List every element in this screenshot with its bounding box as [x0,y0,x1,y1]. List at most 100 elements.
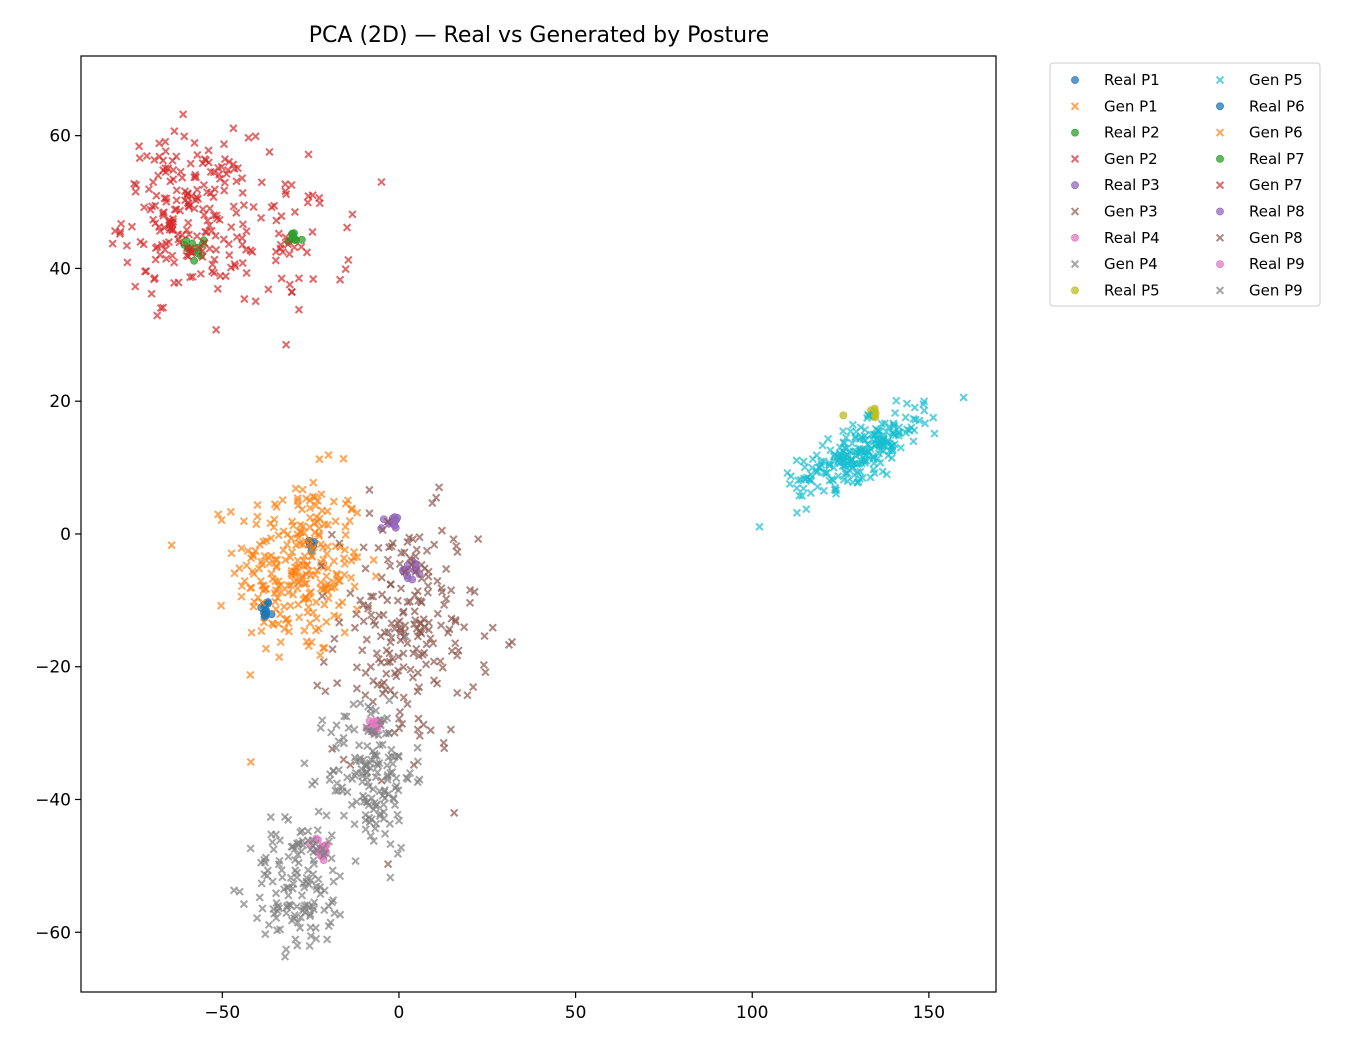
y-tick-label: 60 [49,127,71,147]
data-point [857,456,866,465]
data-point [394,751,403,760]
data-point [856,447,865,456]
data-point [451,617,460,626]
legend-item: Real P7 [1216,150,1305,168]
data-point [324,594,333,603]
data-point [403,775,412,784]
data-point [797,491,807,500]
data-point [882,470,891,479]
data-point [210,255,219,264]
data-point [268,877,277,886]
data-point [327,530,336,539]
data-point [792,483,801,493]
data-point [247,583,256,592]
data-point [283,240,293,249]
data-point [259,586,268,595]
data-point [303,561,312,570]
data-point [312,614,321,623]
data-point [384,627,393,637]
data-point [415,533,424,542]
legend-label: Gen P6 [1249,124,1303,142]
data-point [296,528,305,537]
data-point [306,910,315,919]
data-point [331,743,341,752]
data-point [212,245,221,254]
data-point [848,420,857,429]
data-point [302,494,311,503]
data-point [224,157,234,166]
data-point [323,935,332,944]
legend-item: Real P5 [1071,281,1160,299]
data-point [272,216,281,225]
data-point [179,110,188,119]
data-point [135,153,144,163]
legend-label: Real P8 [1249,203,1305,221]
legend-label: Real P4 [1104,229,1160,247]
data-point [246,246,255,255]
x-tick-label: 50 [565,1003,587,1023]
legend-item: Real P3 [1071,176,1160,194]
legend-marker [1215,181,1225,190]
data-point [892,396,901,405]
data-point [316,651,325,660]
data-point [850,470,859,480]
data-point [806,488,815,498]
data-point [379,807,388,817]
data-point [395,707,405,717]
data-point [298,485,307,494]
data-point [264,920,274,929]
data-point [371,824,380,833]
data-point [470,587,479,596]
data-point [191,170,200,179]
data-point [329,557,339,566]
data-point [824,434,833,444]
data-point [412,545,421,554]
data-point [303,608,312,617]
data-point [176,167,185,176]
data-point [350,753,359,762]
data-point [312,934,321,943]
data-point [269,620,278,630]
data-point [334,601,344,610]
data-point [131,180,141,190]
data-point [158,156,168,165]
data-point [290,207,300,217]
data-point [273,926,282,935]
data-point [260,858,270,867]
data-point [395,559,405,569]
data-point [392,672,401,681]
chart-title: PCA (2D) — Real vs Generated by Posture [309,23,769,48]
data-point [257,178,266,187]
data-point [279,546,288,555]
data-point [226,263,236,272]
data-point [280,624,289,634]
data-point [284,883,293,892]
data-point [415,731,424,740]
data-point [876,458,885,467]
data-point [349,553,359,562]
data-point [373,768,382,777]
data-point [479,660,488,670]
data-point [350,725,359,734]
legend-label: Gen P3 [1104,203,1158,221]
data-point [158,303,168,312]
data-point [426,634,435,643]
legend-item: Gen P5 [1215,71,1303,89]
data-point [361,668,370,677]
data-point [413,725,422,734]
data-point [329,578,338,587]
data-point [257,879,266,888]
data-point [902,399,912,408]
data-point [919,400,928,409]
data-point [322,549,331,558]
data-point [379,715,389,725]
data-point [363,741,372,751]
data-point [298,505,307,514]
data-point [453,547,462,557]
data-point [284,891,293,900]
data-point [438,663,447,672]
data-point [232,233,242,242]
data-point [166,217,175,227]
data-point [920,419,930,428]
data-point [170,127,179,136]
